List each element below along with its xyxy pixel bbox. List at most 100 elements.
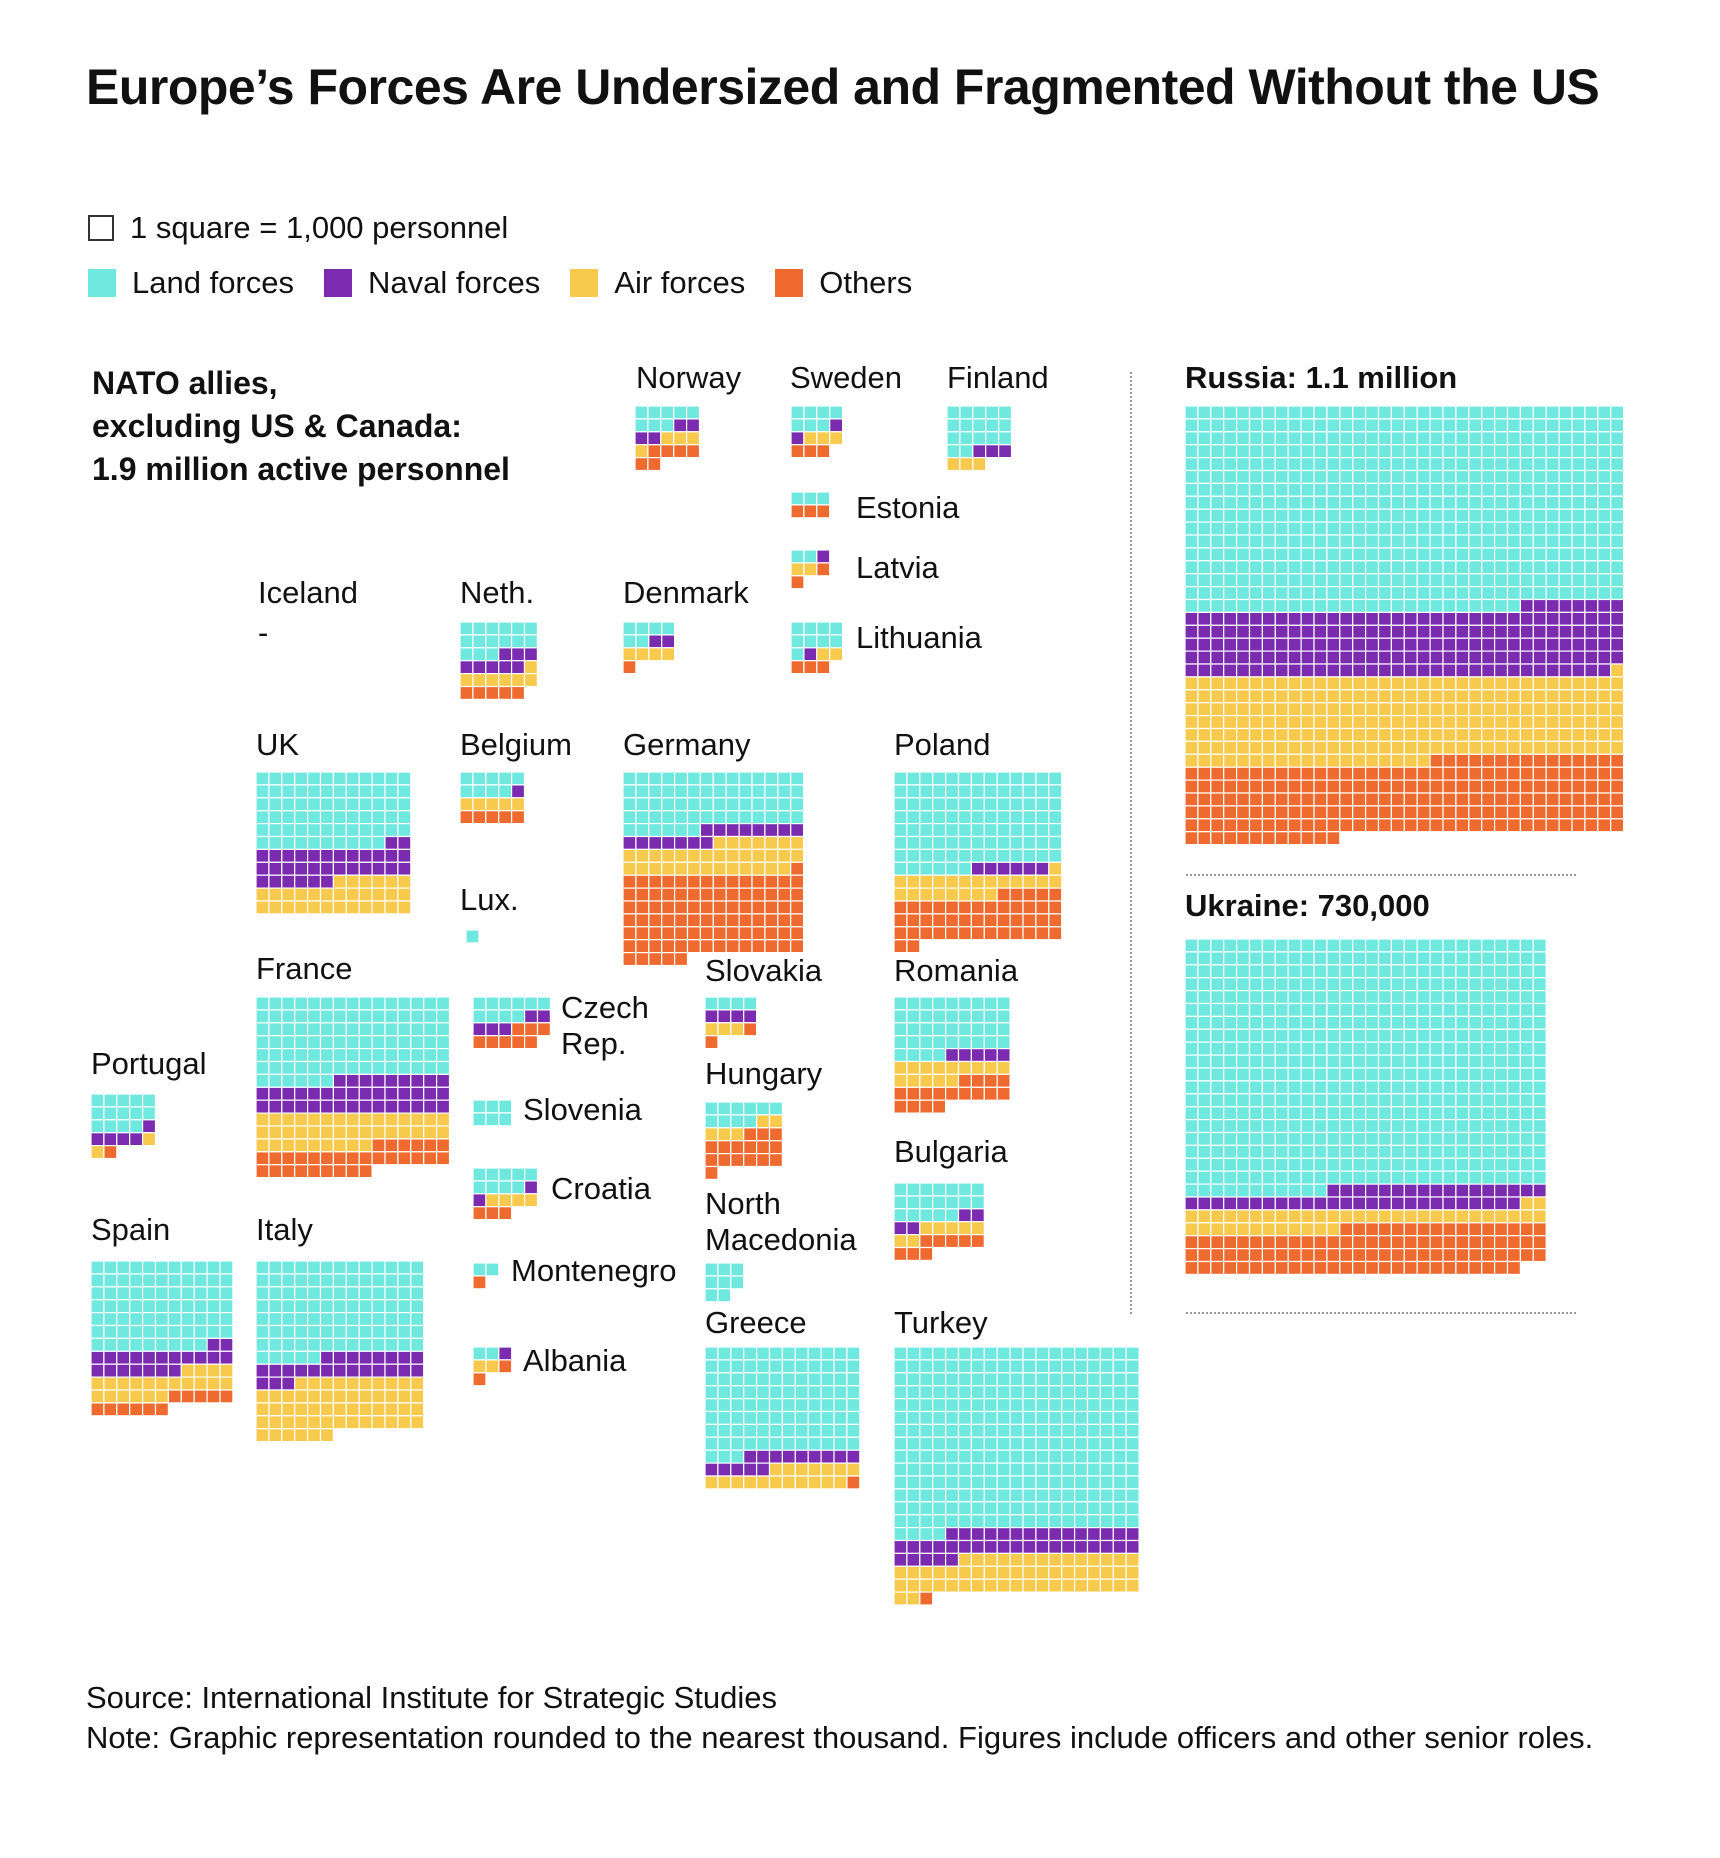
spain-land-forces-square <box>116 1273 131 1288</box>
uk-land-forces-square <box>384 822 399 838</box>
russia-air-forces-square <box>1352 676 1367 691</box>
italy-land-forces-square <box>281 1337 296 1352</box>
italy-land-forces-square <box>345 1273 360 1288</box>
ukraine-others-square <box>1210 1235 1225 1250</box>
russia-land-forces-square <box>1455 586 1470 601</box>
france-air-forces-square <box>332 1125 347 1140</box>
spain-land-forces-square <box>154 1324 169 1339</box>
russia-land-forces-square <box>1352 586 1367 601</box>
turkey-land-forces-square <box>1086 1423 1101 1438</box>
germany-land-forces-square <box>777 810 792 825</box>
russia-naval-forces-square <box>1223 650 1238 665</box>
ukraine-naval-forces-square <box>1339 1183 1354 1198</box>
poland-land-forces-square <box>919 861 934 876</box>
italy-naval-forces-square <box>268 1376 283 1391</box>
turkey-land-forces-square <box>970 1462 985 1477</box>
poland-air-forces-square <box>970 887 985 902</box>
russia-land-forces-square <box>1326 508 1341 523</box>
ukraine-land-forces-square <box>1429 1093 1444 1108</box>
greece-naval-forces-square <box>730 1462 745 1477</box>
ukraine-land-forces-square <box>1313 1015 1328 1030</box>
czech-republic-waffle <box>472 996 551 1050</box>
italy-land-forces-square <box>332 1324 347 1339</box>
turkey-land-forces-square <box>1048 1501 1063 1516</box>
turkey-land-forces-square <box>1022 1410 1037 1425</box>
russia-others-square <box>1184 831 1199 846</box>
france-air-forces-square <box>423 1112 438 1127</box>
france-land-forces-square <box>255 996 270 1011</box>
greece-land-forces-square <box>820 1359 835 1374</box>
russia-air-forces-square <box>1545 727 1560 742</box>
czech-republic-naval-forces-square <box>498 1022 513 1037</box>
turkey-land-forces-square <box>983 1488 998 1503</box>
france-naval-forces-square <box>397 1073 412 1088</box>
germany-land-forces-square <box>764 784 779 799</box>
russia-air-forces-square <box>1494 676 1509 691</box>
russia-others-square <box>1300 831 1315 846</box>
russia-naval-forces-square <box>1545 637 1560 652</box>
poland-land-forces-square <box>1048 810 1063 825</box>
russia-land-forces-square <box>1455 405 1470 420</box>
ukraine-land-forces-square <box>1494 1002 1509 1017</box>
france-land-forces-square <box>358 1047 373 1063</box>
ukraine-land-forces-square <box>1532 951 1547 966</box>
russia-air-forces-square <box>1545 715 1560 730</box>
russia-others-square <box>1390 792 1405 807</box>
italy-land-forces-square <box>281 1273 296 1288</box>
ukraine-land-forces-square <box>1235 938 1251 953</box>
turkey-land-forces-square <box>957 1397 972 1413</box>
ukraine-land-forces-square <box>1403 1002 1418 1017</box>
russia-air-forces-square <box>1223 753 1238 768</box>
poland-others-square <box>970 913 985 928</box>
turkey-land-forces-square <box>932 1359 947 1374</box>
ukraine-others-square <box>1235 1235 1251 1250</box>
turkey-air-forces-square <box>893 1565 908 1580</box>
ukraine-land-forces-square <box>1210 1054 1225 1069</box>
germany-others-square <box>751 900 766 915</box>
france-land-forces-square <box>294 1073 309 1088</box>
russia-land-forces-square <box>1571 573 1586 588</box>
greece-land-forces-square <box>704 1423 719 1438</box>
germany-others-square <box>699 939 714 954</box>
poland-air-forces-square <box>906 874 921 889</box>
ukraine-land-forces-square <box>1352 1041 1367 1056</box>
spain-others-square <box>154 1402 169 1417</box>
turkey-land-forces-square <box>1125 1410 1140 1425</box>
ukraine-land-forces-square <box>1235 1131 1251 1146</box>
russia-land-forces-square <box>1390 431 1405 446</box>
ukraine-land-forces-square <box>1197 1183 1212 1198</box>
ukraine-land-forces-square <box>1313 1119 1328 1134</box>
russia-air-forces-square <box>1365 689 1380 704</box>
france-land-forces-square <box>436 1035 451 1050</box>
poland-land-forces-square <box>996 797 1011 812</box>
greece-land-forces-square <box>807 1423 822 1438</box>
italy-air-forces-square <box>371 1376 386 1391</box>
russia-land-forces-square <box>1210 586 1225 601</box>
russia-land-forces-square <box>1532 469 1547 484</box>
russia-naval-forces-square <box>1274 637 1289 652</box>
romania-land-forces-square <box>893 1022 908 1037</box>
ukraine-land-forces-square <box>1197 1093 1212 1108</box>
finland-naval-forces-square <box>972 444 987 459</box>
russia-land-forces-square <box>1184 444 1199 459</box>
russia-naval-forces-square <box>1287 624 1302 639</box>
germany-land-forces-square <box>699 771 714 786</box>
uk-land-forces-square <box>306 822 322 838</box>
italy-land-forces-square <box>345 1260 360 1275</box>
france-land-forces-square <box>423 1047 438 1063</box>
russia-land-forces-square <box>1300 508 1315 523</box>
russia-naval-forces-square <box>1339 663 1354 678</box>
poland-land-forces-square <box>996 848 1011 863</box>
romania-land-forces-square <box>944 1022 960 1037</box>
russia-air-forces-square <box>1519 740 1534 755</box>
ukraine-land-forces-square <box>1481 1080 1496 1095</box>
romania-land-forces-square <box>983 996 998 1011</box>
russia-land-forces-square <box>1377 405 1392 420</box>
russia-naval-forces-square <box>1248 663 1263 678</box>
russia-land-forces-square <box>1235 456 1251 472</box>
turkey-land-forces-square <box>1035 1385 1050 1400</box>
greece-air-forces-square <box>794 1462 809 1477</box>
russia-land-forces-square <box>1210 573 1225 588</box>
uk-naval-forces-square <box>358 848 373 863</box>
turkey-land-forces-square <box>944 1501 960 1516</box>
